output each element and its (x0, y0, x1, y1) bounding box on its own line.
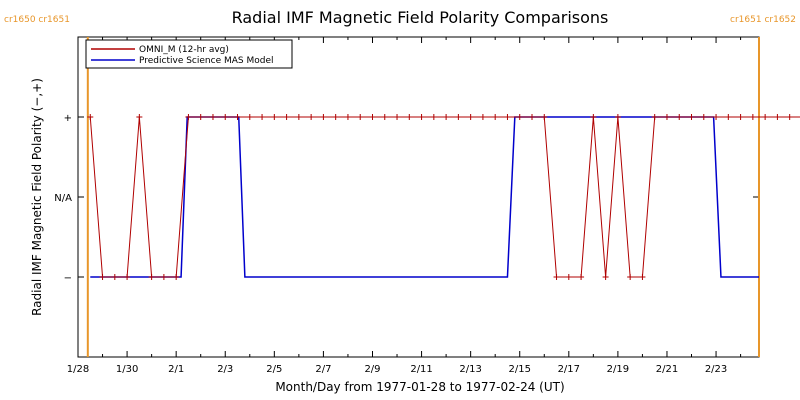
omni-point (762, 114, 769, 120)
omni-point (87, 114, 94, 120)
omni-point (246, 114, 253, 120)
omni-point (663, 114, 670, 120)
omni-point (111, 274, 118, 280)
x-tick-label: 1/28 (67, 364, 89, 375)
x-axis: 1/28 1/30 2/1 2/3 2/5 2/7 2/9 2/11 2/13 2/15 2/17 2… (67, 37, 742, 375)
y-axis-label: Radial IMF Magnetic Field Polarity (−,+) (30, 78, 44, 316)
omni-point (160, 274, 167, 280)
omni-point (185, 114, 192, 120)
omni-point (209, 114, 216, 120)
omni-point (713, 114, 720, 120)
x-tick-label: 1/30 (116, 364, 138, 375)
carrington-label: cr1650 cr1651 (4, 15, 70, 25)
omni-point (295, 114, 302, 120)
omni-point (492, 114, 499, 120)
carrington-markers: cr1650 cr1651 cr1651 cr1652 (4, 15, 796, 357)
omni-point (320, 114, 327, 120)
omni-point (308, 114, 315, 120)
x-tick-label: 2/9 (364, 364, 380, 375)
legend: OMNI_M (12-hr avg) Predictive Science MA… (85, 39, 293, 69)
x-tick-label: 2/17 (558, 364, 580, 375)
omni-point (124, 274, 131, 280)
omni-point (553, 274, 560, 280)
omni-point (565, 274, 572, 280)
omni-point (590, 114, 597, 120)
omni-point (443, 114, 450, 120)
legend-box (85, 39, 293, 69)
legend-label-mas: Predictive Science MAS Model (139, 56, 274, 66)
series-omni (87, 114, 800, 280)
x-tick-label: 2/21 (656, 364, 678, 375)
chart-title: Radial IMF Magnetic Field Polarity Compa… (232, 8, 609, 27)
omni-point (136, 114, 143, 120)
omni-point (688, 114, 695, 120)
series-line-omni (89, 116, 800, 278)
omni-point (455, 114, 462, 120)
series-line-mas (90, 116, 759, 278)
omni-point (394, 114, 401, 120)
omni-point (344, 114, 351, 120)
omni-point (725, 114, 732, 120)
omni-point (700, 114, 707, 120)
omni-point (173, 274, 180, 280)
omni-point (234, 114, 241, 120)
omni-point (479, 114, 486, 120)
series-mas-model (90, 116, 759, 278)
omni-point (786, 114, 793, 120)
x-axis-label: Month/Day from 1977-01-28 to 1977-02-24 … (275, 380, 564, 394)
x-tick-label: 2/23 (705, 364, 727, 375)
x-tick-label: 2/5 (266, 364, 282, 375)
x-tick-label: 2/15 (508, 364, 530, 375)
omni-point (418, 114, 425, 120)
omni-point (406, 114, 413, 120)
omni-point (614, 114, 621, 120)
omni-point (627, 274, 634, 280)
omni-point (222, 114, 229, 120)
omni-point (541, 114, 548, 120)
omni-point (529, 114, 535, 120)
x-tick-label: 2/13 (459, 364, 481, 375)
omni-point (676, 114, 683, 120)
y-tick-label: + (64, 113, 72, 124)
y-tick-label: N/A (54, 193, 72, 204)
omni-point (271, 114, 278, 120)
omni-point (369, 114, 376, 120)
carrington-label: cr1651 cr1652 (730, 15, 796, 25)
x-tick-label: 2/11 (410, 364, 432, 375)
omni-point (99, 274, 106, 280)
omni-point (430, 114, 437, 120)
omni-point (516, 114, 523, 120)
legend-label-omni: OMNI_M (12-hr avg) (139, 45, 229, 55)
omni-point (148, 274, 155, 280)
omni-point (197, 114, 204, 120)
omni-point (774, 114, 781, 120)
omni-point (467, 114, 474, 120)
y-tick-label: − (64, 273, 72, 284)
omni-point (749, 114, 756, 120)
omni-point (651, 114, 658, 120)
omni-point (381, 114, 388, 120)
omni-point (602, 274, 609, 280)
x-tick-label: 2/7 (315, 364, 331, 375)
omni-point (357, 114, 364, 120)
x-tick-label: 2/3 (217, 364, 233, 375)
omni-point (283, 114, 290, 120)
omni-point (578, 274, 585, 280)
x-tick-label: 2/19 (607, 364, 629, 375)
omni-point (259, 114, 266, 120)
omni-point (639, 274, 646, 280)
omni-point (332, 114, 339, 120)
omni-point (504, 114, 511, 120)
omni-point (737, 114, 744, 120)
x-tick-label: 2/1 (168, 364, 184, 375)
plot-frame (77, 36, 760, 358)
